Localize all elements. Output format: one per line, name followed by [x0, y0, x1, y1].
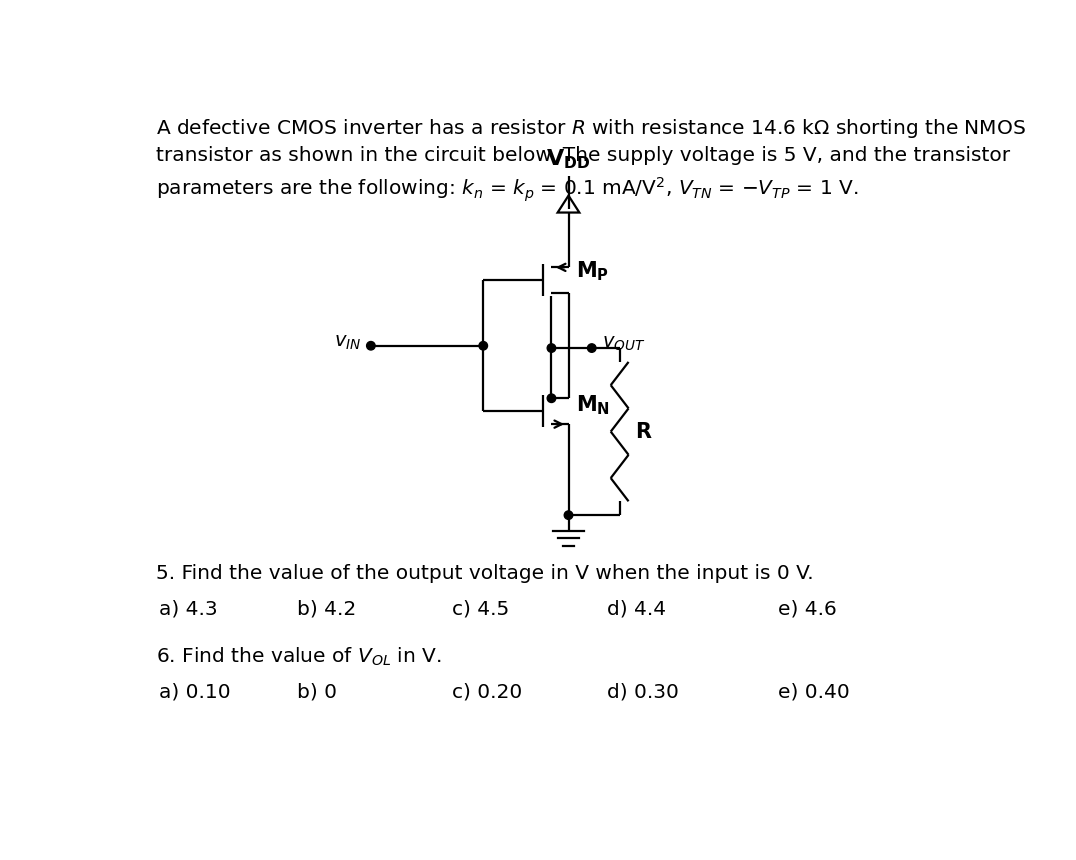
Text: $v_{IN}$: $v_{IN}$: [335, 333, 362, 353]
Text: 5. Find the value of the output voltage in V when the input is 0 V.: 5. Find the value of the output voltage …: [156, 563, 813, 583]
Text: a) 0.10: a) 0.10: [159, 682, 231, 701]
Circle shape: [587, 344, 596, 353]
Circle shape: [479, 341, 487, 350]
Text: parameters are the following: $k_n$ = $k_p$ = 0.1 mA/V$^2$, $V_{TN}$ = $-$$V_{TP: parameters are the following: $k_n$ = $k…: [156, 175, 859, 204]
Text: $\mathbf{V_{DD}}$: $\mathbf{V_{DD}}$: [547, 147, 591, 171]
Text: e) 4.6: e) 4.6: [778, 600, 836, 619]
Text: $\mathbf{R}$: $\mathbf{R}$: [635, 421, 653, 441]
Text: transistor as shown in the circuit below. The supply voltage is 5 V, and the tra: transistor as shown in the circuit below…: [156, 146, 1010, 165]
Text: d) 0.30: d) 0.30: [607, 682, 679, 701]
Text: c) 0.20: c) 0.20: [452, 682, 523, 701]
Text: b) 0: b) 0: [297, 682, 337, 701]
Circle shape: [367, 341, 376, 350]
Text: d) 4.4: d) 4.4: [607, 600, 666, 619]
Text: e) 0.40: e) 0.40: [778, 682, 849, 701]
Text: $\mathbf{M_P}$: $\mathbf{M_P}$: [577, 259, 609, 283]
Text: 6. Find the value of $V_{OL}$ in V.: 6. Find the value of $V_{OL}$ in V.: [156, 646, 442, 668]
Circle shape: [548, 344, 555, 353]
Text: a) 4.3: a) 4.3: [159, 600, 218, 619]
Circle shape: [564, 511, 572, 519]
Circle shape: [548, 394, 555, 402]
Text: b) 4.2: b) 4.2: [297, 600, 356, 619]
Text: $v_{OUT}$: $v_{OUT}$: [601, 334, 646, 353]
Text: $\mathbf{M_N}$: $\mathbf{M_N}$: [577, 393, 610, 417]
Text: A defective CMOS inverter has a resistor $\mathit{R}$ with resistance 14.6 k$\Om: A defective CMOS inverter has a resistor…: [156, 117, 1027, 140]
Text: c) 4.5: c) 4.5: [452, 600, 510, 619]
